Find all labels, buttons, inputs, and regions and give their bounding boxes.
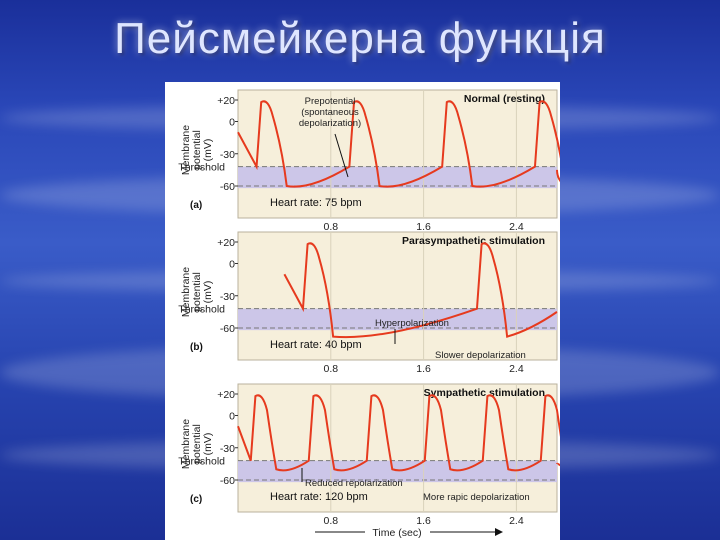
prepotential-annotation: Prepotential — [305, 96, 356, 107]
heart-rate-label: Heart rate: 75 bpm — [270, 197, 362, 209]
y-tick-label: 0 — [229, 411, 235, 423]
membrane-potential-trace — [237, 394, 560, 472]
x-tick-label: 2.4 — [509, 515, 524, 527]
threshold-label: Threshold — [178, 456, 225, 468]
x-tick-label: 0.8 — [323, 221, 338, 233]
panel-title: Parasympathetic stimulation — [402, 235, 545, 247]
x-tick-label: 2.4 — [509, 363, 524, 375]
reduced-repolarization-annotation: Reduced repolarization — [305, 478, 403, 489]
x-tick-label: 0.8 — [323, 515, 338, 527]
panel-letter: (a) — [190, 200, 202, 211]
x-tick-label: 0.8 — [323, 363, 338, 375]
membrane-potential-trace — [237, 100, 560, 188]
x-tick-label: 2.4 — [509, 221, 524, 233]
threshold-label: Threshold — [178, 304, 225, 316]
time-arrow-head — [495, 528, 503, 536]
slide-title: Пейсмейкерна функція — [114, 14, 606, 63]
threshold-band — [238, 460, 557, 483]
y-tick-label: 0 — [229, 117, 235, 129]
y-tick-label: -60 — [220, 323, 235, 335]
y-tick-label: +20 — [217, 95, 235, 107]
panel-title: Normal (resting) — [464, 93, 545, 105]
x-axis-label: Time (sec) — [372, 527, 421, 539]
y-axis-label: Membranepotential(mV) — [180, 419, 214, 469]
slower-depolarization-annotation: Slower depolarization — [435, 350, 526, 361]
prepotential-annotation: depolarization) — [299, 118, 361, 129]
y-tick-label: -60 — [220, 181, 235, 193]
x-tick-label: 1.6 — [416, 363, 431, 375]
membrane-potential-trace — [283, 242, 558, 339]
panel-letter: (b) — [190, 342, 203, 353]
x-tick-label: 1.6 — [416, 221, 431, 233]
y-axis-label: Membranepotential(mV) — [180, 267, 214, 317]
heart-rate-label: Heart rate: 120 bpm — [270, 491, 368, 503]
y-axis-label: Membranepotential(mV) — [180, 125, 214, 175]
y-tick-label: +20 — [217, 389, 235, 401]
y-tick-label: -30 — [220, 443, 235, 455]
y-tick-label: -60 — [220, 475, 235, 487]
panel-letter: (c) — [190, 494, 202, 505]
pacemaker-figure: +20 0 -30 -60 Threshold Membranepotential(mV)… — [165, 82, 560, 540]
y-tick-label: -30 — [220, 291, 235, 303]
prepotential-annotation: (spontaneous — [301, 107, 359, 118]
y-tick-label: -30 — [220, 149, 235, 161]
plot-area — [237, 89, 558, 219]
annotation-arrow — [334, 133, 349, 178]
hyperpolarization-annotation: Hyperpolarization — [375, 318, 449, 329]
threshold-band — [238, 308, 557, 331]
panel-title: Sympathetic stimulation — [424, 387, 545, 399]
plot-area — [237, 231, 558, 361]
y-tick-label: +20 — [217, 237, 235, 249]
heart-rate-label: Heart rate: 40 bpm — [270, 339, 362, 351]
y-tick-label: 0 — [229, 259, 235, 271]
more-rapid-depolarization-annotation: More rapic depolarization — [423, 492, 530, 503]
x-tick-label: 1.6 — [416, 515, 431, 527]
pacemaker-diagram: +200-30-60ThresholdMembranepotential(mV)… — [178, 89, 560, 539]
threshold-label: Threshold — [178, 162, 225, 174]
